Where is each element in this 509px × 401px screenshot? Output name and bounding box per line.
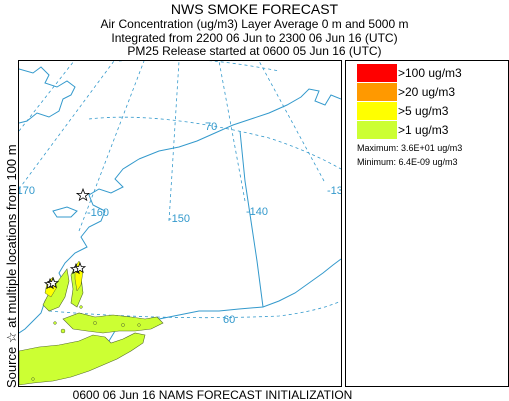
plume-spot [53,321,57,325]
siberia-coast [19,66,76,124]
legend-panel: >100 ug/m3 >20 ug/m3 >5 ug/m3 >1 ug/m3 M… [345,60,509,387]
source-location-label: Source ☆ at multiple locations from 100 … [4,144,19,388]
canada-border [239,130,264,308]
label-lon-minus170: -170 [19,185,35,197]
source-markers [43,187,91,290]
concentration-subtitle: Air Concentration (ug/m3) Layer Average … [100,17,409,31]
legend-label: >5 ug/m3 [398,104,449,118]
release-info: PM25 Release started at 0600 05 Jun 16 (… [127,44,382,58]
alaska-west-coast [19,158,140,334]
lat-line-70 [88,116,341,170]
legend-item-20: >20 ug/m3 [357,83,507,101]
gulf-coast [114,258,341,332]
plume-cook-inlet [42,268,70,312]
legend-swatch-red [357,64,397,82]
lon-line-160 [78,61,145,232]
legend-swatch-orange [357,83,397,101]
legend-item-100: >100 ug/m3 [357,64,507,82]
legend-item-5: >5 ug/m3 [357,102,507,120]
alaska-north-coast [138,88,341,160]
st-lawrence-island [52,206,78,218]
legend-maximum: Maximum: 3.6E+01 ug/m3 [357,143,463,153]
label-lat-60: 60 [223,314,235,326]
legend-label: >1 ug/m3 [398,123,449,137]
plume-spot [137,323,141,327]
lon-line-150 [168,61,180,222]
plume-spot [31,377,35,381]
map-panel[interactable]: 70 60 -170 -160 -150 -140 -130 [18,60,342,387]
plume-spot [60,328,66,334]
star-icon [75,187,91,202]
smoke-plume [19,260,164,386]
label-lon-minus140: -140 [246,206,268,218]
page-title: NWS SMOKE FORECAST [170,1,339,17]
plume-spot [93,321,97,325]
legend-item-1: >1 ug/m3 [357,121,507,139]
legend-minimum: Minimum: 6.4E-09 ug/m3 [357,157,458,167]
plume-interior [62,312,164,334]
label-lon-minus130: -130 [327,185,341,197]
star-icon [46,276,60,289]
legend-swatch-yellow [357,102,397,120]
integration-period: Integrated from 2200 06 Jun to 2300 06 J… [111,31,398,45]
lon-line-180 [19,61,75,132]
plume-spot [79,305,83,309]
lon-line-170 [19,61,115,190]
alaska-map[interactable]: 70 60 -170 -160 -150 -140 -130 [19,61,341,386]
graticule-labels: 70 60 -170 -160 -150 -140 -130 [19,121,341,326]
graticule [19,61,341,319]
legend-label: >100 ug/m3 [398,66,462,80]
legend-swatch-green [357,121,397,139]
lat-line-80 [119,61,280,72]
lon-line-130 [258,61,325,182]
label-lon-minus160: -160 [87,207,109,219]
legend-label: >20 ug/m3 [398,85,456,99]
plume-spot [121,323,125,327]
forecast-initialization: 0600 06 Jun 16 NAMS FORECAST INITIALIZAT… [72,388,353,401]
plume-peninsula [19,332,146,386]
lat-line-60 [48,300,341,319]
label-lat-70: 70 [205,121,217,133]
label-lon-minus150: -150 [168,213,190,225]
lon-line-140 [218,61,246,202]
star-icon [73,261,87,274]
